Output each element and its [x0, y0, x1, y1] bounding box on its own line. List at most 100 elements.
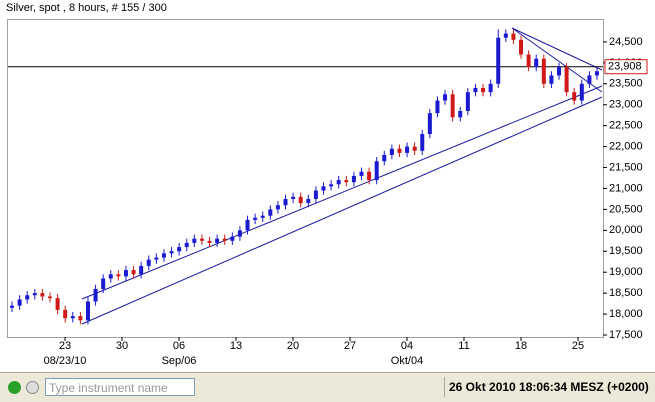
candle-body	[541, 58, 546, 84]
x-tick-label: 25	[572, 340, 584, 352]
search-icon[interactable]	[26, 381, 39, 394]
candle-body	[382, 154, 387, 162]
candle-body	[435, 100, 440, 114]
candle-body	[40, 293, 45, 297]
candle-body	[17, 299, 22, 306]
candle-body	[101, 278, 106, 289]
candle-body	[192, 238, 197, 243]
candle-body	[397, 148, 402, 153]
candle-body	[298, 196, 303, 204]
candle-body	[283, 198, 288, 206]
candle-body	[78, 316, 83, 321]
candle-body	[10, 305, 14, 308]
candle-body	[253, 217, 258, 220]
candle-body	[215, 238, 220, 243]
candle-body	[443, 94, 448, 101]
y-tick-label: 21,500	[609, 161, 643, 173]
candle-body	[511, 33, 516, 40]
candle-body	[260, 215, 265, 218]
instrument-search[interactable]: Type instrument name	[45, 378, 195, 396]
candle-body	[389, 148, 394, 155]
candle-body	[275, 205, 280, 210]
y-tick-label: 19,000	[609, 266, 643, 278]
candle-body	[177, 247, 182, 252]
candle-body	[108, 274, 113, 279]
candle-body	[458, 111, 463, 118]
y-tick-label: 22,000	[609, 141, 643, 153]
candle-body	[450, 94, 455, 118]
candle-body	[374, 161, 379, 181]
y-tick-label: 17,500	[609, 329, 643, 341]
candle-body	[564, 67, 569, 93]
candle-body	[47, 296, 52, 299]
candle-body	[465, 92, 470, 112]
candle-body	[313, 190, 318, 199]
y-tick-label: 24,500	[609, 36, 643, 48]
y-tick-label: 23,500	[609, 78, 643, 90]
candle-body	[139, 265, 144, 275]
candle-body	[70, 316, 75, 319]
candle-body	[85, 301, 90, 321]
candle-body	[488, 83, 493, 93]
candle-body	[405, 146, 410, 153]
x-tick-label: 11	[458, 340, 469, 352]
trend-lines	[81, 27, 603, 325]
chart-title: Silver, spot , 8 hours, # 155 / 300	[6, 2, 167, 14]
candle-body	[595, 71, 599, 76]
candle-body	[199, 238, 204, 241]
candle-body	[420, 134, 425, 151]
chart: Silver, spot , 8 hours, # 155 / 300 17,5…	[0, 0, 655, 372]
candle-body	[534, 58, 539, 68]
x-tick-label: 04	[401, 340, 413, 352]
candle-body	[131, 270, 136, 275]
candle-body	[329, 184, 334, 187]
candle-body	[321, 186, 326, 191]
candle-body	[237, 230, 242, 237]
candle-body	[336, 180, 341, 185]
candle-body	[245, 219, 250, 231]
candle-body	[549, 75, 554, 84]
current-price-label: 23,908	[608, 61, 642, 73]
candle-body	[351, 175, 356, 183]
candle-body	[519, 39, 524, 55]
candle-body	[526, 54, 531, 68]
status-icon	[8, 381, 21, 394]
x-tick-label: 20	[287, 340, 299, 352]
y-tick-label: 22,500	[609, 120, 643, 132]
x-tick-label: 30	[116, 340, 128, 352]
candle-body	[63, 309, 68, 319]
x-tick-label: 13	[230, 340, 242, 352]
y-tick-label: 19,500	[609, 245, 643, 257]
y-tick-label: 18,000	[609, 308, 643, 320]
candle-body	[367, 171, 372, 181]
candle-body	[146, 259, 151, 266]
candle-body	[291, 196, 296, 199]
y-tick-label: 21,000	[609, 182, 643, 194]
y-tick-label: 20,500	[609, 203, 643, 215]
clock: 26 Okt 2010 18:06:34 MESZ (+0200)	[444, 377, 652, 397]
candle-body	[207, 240, 212, 243]
candle-body	[116, 274, 121, 277]
candle-body	[230, 236, 235, 241]
status-bar: Type instrument name 26 Okt 2010 18:06:3…	[0, 372, 655, 402]
candle-body	[268, 209, 273, 216]
x-tick-label: 27	[344, 340, 356, 352]
candle-body	[557, 67, 562, 76]
candle-body	[161, 253, 166, 258]
current-price-box	[604, 59, 648, 75]
trend-line	[511, 27, 603, 71]
x-tick-label: 18	[515, 340, 527, 352]
candle-body	[55, 298, 60, 310]
candle-body	[169, 251, 174, 254]
y-tick-label: 20,000	[609, 224, 643, 236]
trend-line	[511, 27, 603, 93]
candle-body	[93, 288, 98, 302]
plot-frame	[7, 19, 604, 338]
candle-body	[572, 92, 577, 101]
date-label: 08/23/10	[44, 355, 87, 367]
x-tick-label: 06	[173, 340, 185, 352]
x-tick-label: 23	[59, 340, 71, 352]
candle-body	[473, 87, 478, 93]
trend-line	[81, 85, 603, 300]
